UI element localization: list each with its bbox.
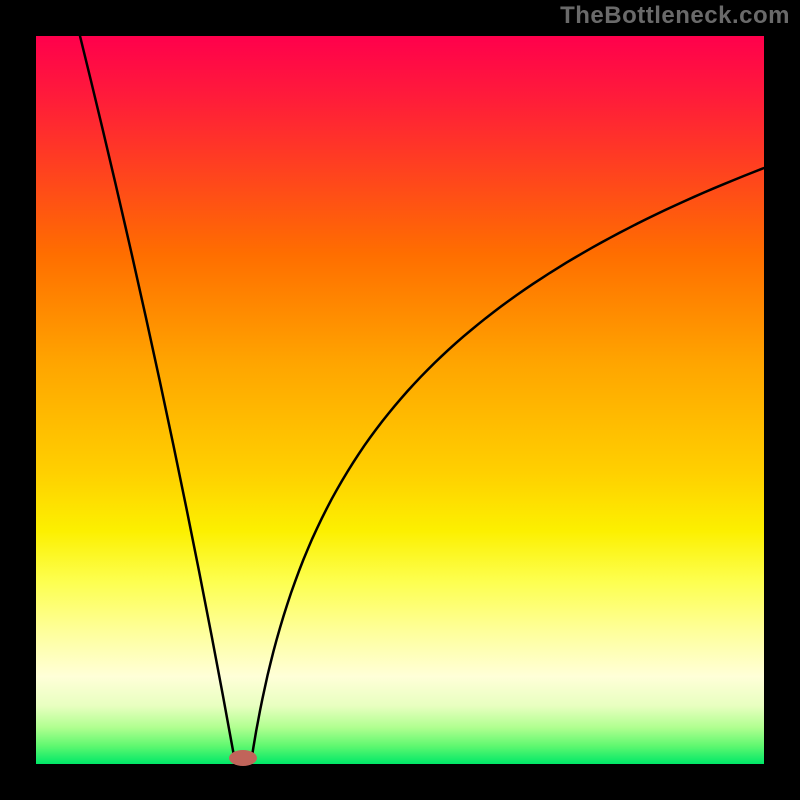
plot-svg [0, 0, 800, 800]
watermark-text: TheBottleneck.com [560, 2, 790, 30]
minimum-marker [229, 750, 257, 766]
chart-container: { "watermark": { "text": "TheBottleneck.… [0, 0, 800, 800]
